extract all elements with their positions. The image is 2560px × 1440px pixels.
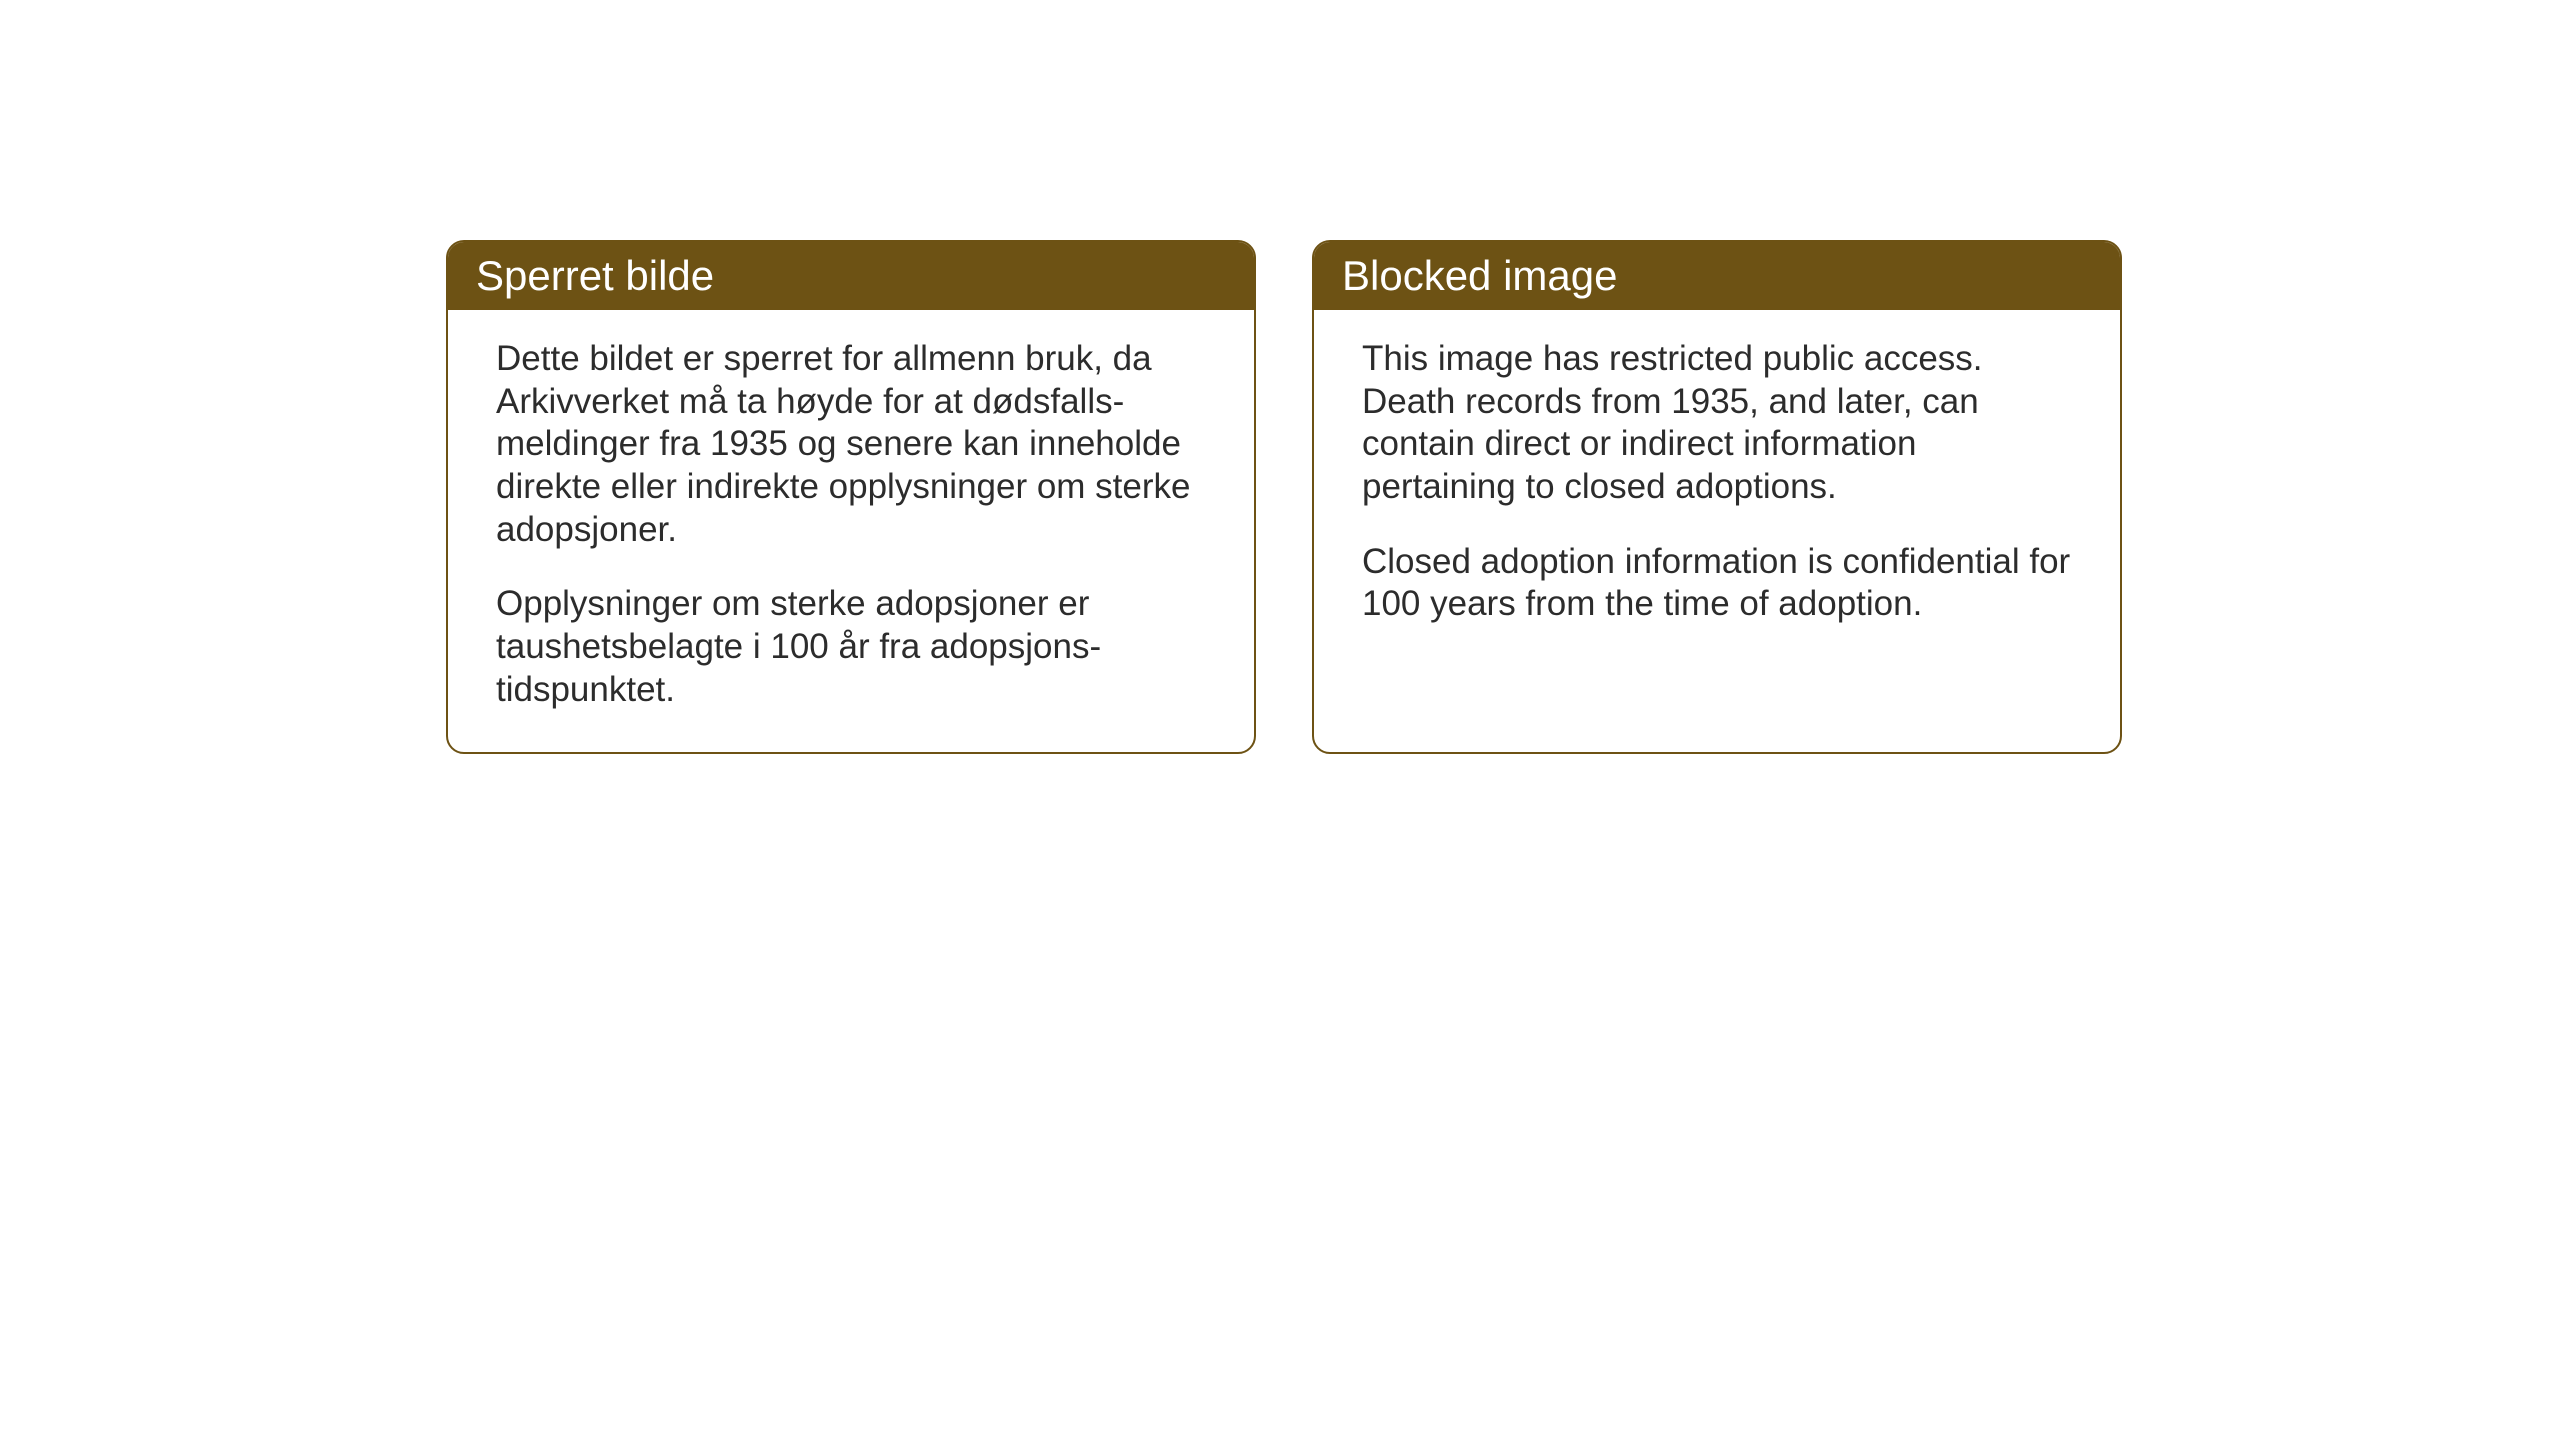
- card-paragraph-english-1: This image has restricted public access.…: [1362, 338, 2072, 509]
- card-body-english: This image has restricted public access.…: [1314, 310, 2120, 706]
- card-paragraph-norwegian-2: Opplysninger om sterke adopsjoner er tau…: [496, 583, 1206, 711]
- card-header-norwegian: Sperret bilde: [448, 242, 1254, 310]
- card-paragraph-english-2: Closed adoption information is confident…: [1362, 541, 2072, 626]
- card-title-norwegian: Sperret bilde: [476, 252, 714, 299]
- card-header-english: Blocked image: [1314, 242, 2120, 310]
- notice-container: Sperret bilde Dette bildet er sperret fo…: [446, 240, 2122, 754]
- card-body-norwegian: Dette bildet er sperret for allmenn bruk…: [448, 310, 1254, 752]
- notice-card-norwegian: Sperret bilde Dette bildet er sperret fo…: [446, 240, 1256, 754]
- notice-card-english: Blocked image This image has restricted …: [1312, 240, 2122, 754]
- card-paragraph-norwegian-1: Dette bildet er sperret for allmenn bruk…: [496, 338, 1206, 551]
- card-title-english: Blocked image: [1342, 252, 1617, 299]
